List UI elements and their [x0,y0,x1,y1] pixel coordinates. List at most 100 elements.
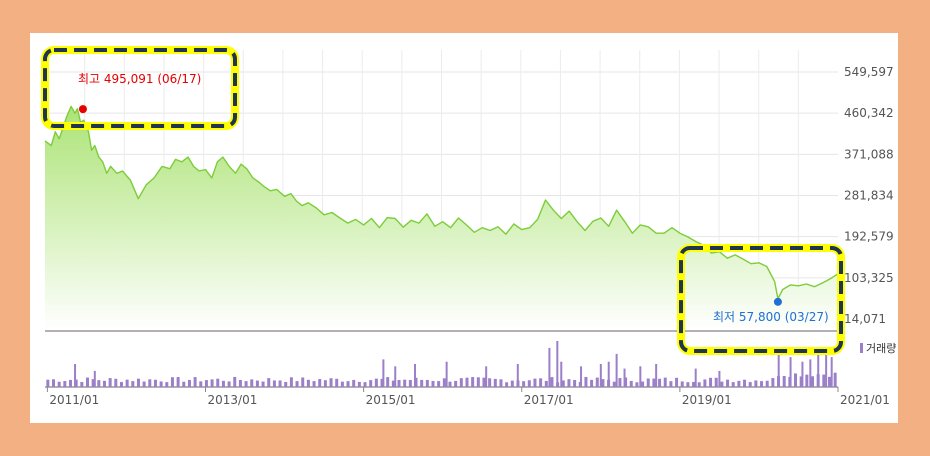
volume-bar [244,381,248,387]
volume-spike [607,361,610,387]
volume-bar [102,380,106,387]
y-tick-label: 192,579 [844,230,894,244]
volume-spike [817,354,820,387]
volume-bar [828,376,832,387]
volume-legend: 거래량 [860,342,896,355]
volume-bar [176,377,180,387]
volume-bar [510,380,514,387]
volume-bar [822,374,826,387]
price-area-fill [45,106,838,331]
volume-bar [641,381,645,387]
volume-bar [114,378,118,387]
volume-bar [618,378,622,387]
volume-bars [46,341,837,387]
volume-bar [488,378,492,387]
volume-bar [686,382,690,387]
high-point-marker [78,105,87,114]
volume-bar [737,380,741,387]
volume-bar [170,377,174,387]
volume-bar [238,379,242,387]
volume-bar [80,381,84,387]
volume-bar [584,376,588,387]
volume-bar [227,381,231,387]
volume-bar [153,379,157,387]
low-point-marker [773,297,782,306]
volume-bar [709,377,713,387]
volume-bar [754,380,758,387]
volume-bar [51,379,55,387]
volume-bar [629,380,633,387]
volume-spike [801,361,804,387]
volume-bar [119,381,123,387]
volume-bar [675,377,679,387]
volume-bar [692,381,696,387]
x-tick-label: 2011/01 [49,393,99,407]
x-tick-label: 2019/01 [682,393,732,407]
volume-bar [658,378,662,387]
volume-spike [825,350,828,387]
volume-bar [403,379,407,387]
volume-bar [448,381,452,387]
low-highlight-box [679,246,843,353]
volume-bar [312,381,316,387]
volume-bar [726,379,730,387]
volume-spike [639,366,642,387]
volume-bar [159,381,163,387]
volume-bar [131,381,135,387]
volume-bar [703,379,707,387]
volume-bar [352,379,356,387]
volume-bar [250,379,254,387]
volume-bar [505,382,509,387]
volume-spike [560,361,563,387]
volume-bar [771,378,775,387]
volume-bar [748,382,752,387]
volume-bar [148,379,152,387]
volume-bar [85,377,89,387]
volume-bar [261,381,265,387]
volume-bar [459,378,463,387]
volume-spike [830,357,833,387]
volume-bar [652,378,656,387]
volume-spike [556,341,559,387]
volume-bar [323,380,327,387]
volume-bar [782,375,786,387]
volume-bar [799,376,803,387]
volume-spike [694,368,697,387]
volume-bar [590,379,594,387]
volume-bar [318,379,322,387]
volume-bar [544,380,548,387]
volume-spike [394,366,397,387]
volume-bar [386,377,390,387]
volume-bar [663,377,667,387]
volume-bar [482,377,486,387]
volume-bar [221,380,225,387]
volume-bar [380,378,384,387]
x-axis-ticks: 2011/01 2013/01 2015/01 2017/01 2019/01 2021/… [46,387,890,407]
volume-bar [805,374,809,387]
x-tick-label: 2013/01 [207,393,257,407]
volume-bar [136,378,140,387]
x-tick-label: 2017/01 [524,393,574,407]
volume-bar [289,377,293,387]
volume-bar [646,378,650,387]
y-axis-ticks: 549,597 460,342 371,088 281,834 192,579 103,3… [844,65,894,326]
volume-bar [499,379,503,387]
volume-bar [374,378,378,387]
volume-bar [369,380,373,387]
volume-bar [408,379,412,387]
volume-spike [789,357,792,387]
volume-bar [97,380,101,387]
volume-bar [420,379,424,387]
volume-bar [329,378,333,387]
y-tick-label: 371,088 [844,147,894,161]
volume-bar [397,379,401,387]
volume-bar [833,372,837,387]
volume-bar [199,381,203,387]
volume-bar [91,379,95,387]
volume-bar [601,379,605,387]
volume-spike [548,347,551,387]
volume-spike [445,361,448,387]
y-tick-label: 549,597 [844,65,894,79]
volume-bar [465,377,469,387]
